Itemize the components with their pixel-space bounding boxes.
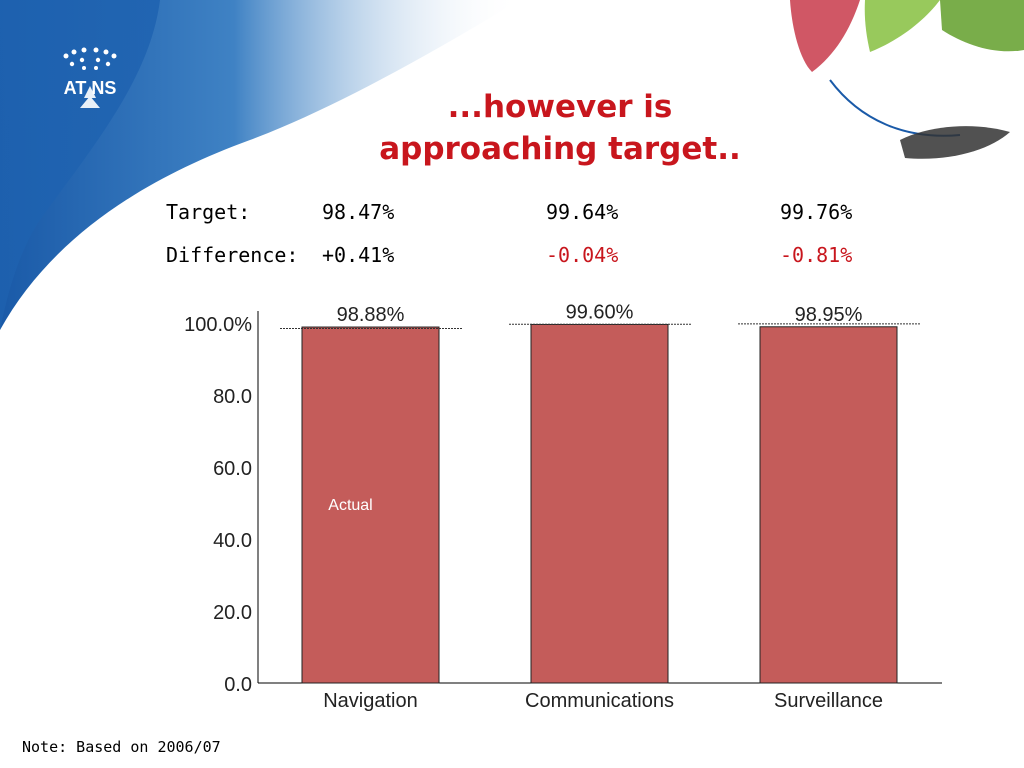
y-tick-label: 100.0% [184,314,252,336]
atns-logo: AT NS [63,47,117,108]
title-line-2: approaching target.. [379,131,741,167]
difference-value-navigation: +0.41% [322,243,395,267]
footnote: Note: Based on 2006/07 [22,738,221,756]
y-tick-label: 60.0 [213,458,252,480]
slide-title: ...however is approaching target.. [300,86,820,170]
target-value-surveillance: 99.76% [780,200,853,224]
difference-label: Difference: [166,243,299,267]
bar-value-label: 99.60% [566,301,634,323]
target-label: Target: [166,200,251,224]
difference-value-surveillance: -0.81% [780,243,853,267]
bar-surveillance [759,326,898,684]
target-value-navigation: 98.47% [322,200,395,224]
x-tick-label: Communications [525,690,674,712]
series-label: Actual [328,497,372,514]
difference-value-communications: -0.04% [546,243,619,267]
bar-communications [530,323,669,684]
x-tick-label: Navigation [323,690,418,712]
y-tick-label: 20.0 [213,602,252,624]
bar-navigation [301,326,440,684]
title-line-1: ...however is [447,89,673,125]
bar-value-label: 98.88% [337,304,405,326]
y-tick-label: 80.0 [213,386,252,408]
y-tick-label: 40.0 [213,530,252,552]
y-tick-label: 0.0 [224,674,252,696]
target-value-communications: 99.64% [546,200,619,224]
bar-value-label: 98.95% [795,304,863,326]
x-tick-label: Surveillance [774,690,883,712]
